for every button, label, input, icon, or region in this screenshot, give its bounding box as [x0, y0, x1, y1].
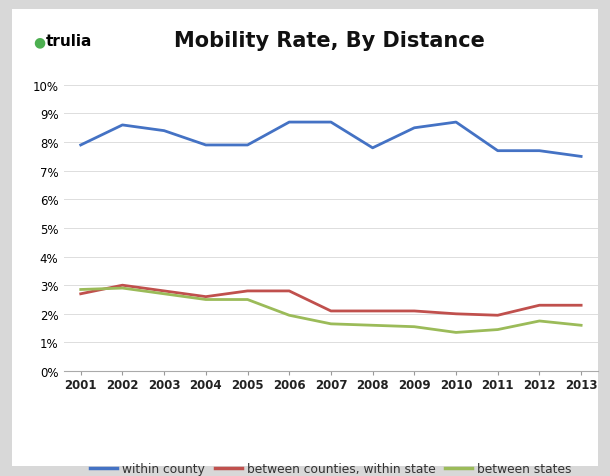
Legend: within county, between counties, within state, between states: within county, between counties, within … [85, 457, 576, 476]
Text: trulia: trulia [46, 34, 92, 50]
Text: ●: ● [34, 35, 46, 49]
Text: Mobility Rate, By Distance: Mobility Rate, By Distance [174, 30, 485, 50]
